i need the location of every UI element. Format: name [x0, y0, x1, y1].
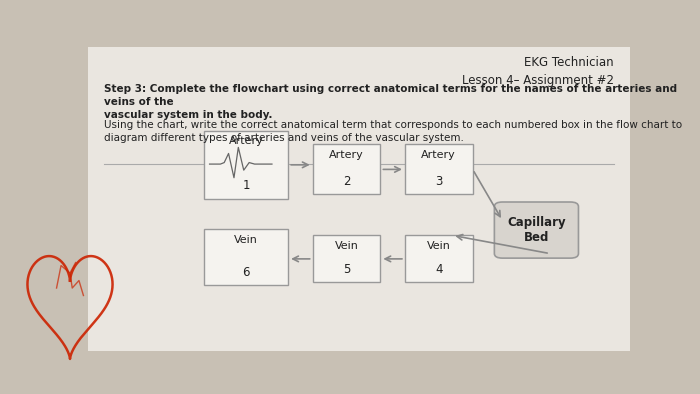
Text: Using the chart, write the correct anatomical term that corresponds to each numb: Using the chart, write the correct anato…	[104, 120, 682, 143]
Text: 2: 2	[343, 175, 350, 188]
FancyBboxPatch shape	[313, 144, 381, 194]
FancyBboxPatch shape	[88, 47, 630, 351]
Text: EKG Technician
Lesson 4– Assignment #2: EKG Technician Lesson 4– Assignment #2	[462, 56, 614, 87]
Text: Step 3: Complete the flowchart using correct anatomical terms for the names of t: Step 3: Complete the flowchart using cor…	[104, 84, 677, 120]
Text: Vein: Vein	[234, 235, 258, 245]
Text: Vein: Vein	[335, 241, 358, 251]
Text: Artery: Artery	[329, 150, 364, 160]
FancyBboxPatch shape	[494, 202, 578, 258]
FancyBboxPatch shape	[204, 131, 288, 199]
Text: Capillary
Bed: Capillary Bed	[507, 216, 566, 244]
Text: Artery: Artery	[421, 150, 456, 160]
FancyBboxPatch shape	[405, 144, 472, 194]
Text: 5: 5	[343, 263, 350, 276]
Text: Vein: Vein	[427, 241, 451, 251]
FancyBboxPatch shape	[313, 235, 381, 282]
Text: Artery: Artery	[229, 136, 264, 146]
Text: 4: 4	[435, 263, 442, 276]
FancyBboxPatch shape	[204, 229, 288, 285]
Text: 3: 3	[435, 175, 442, 188]
Text: 6: 6	[242, 266, 250, 279]
Text: 1: 1	[242, 179, 250, 192]
FancyBboxPatch shape	[405, 235, 472, 282]
